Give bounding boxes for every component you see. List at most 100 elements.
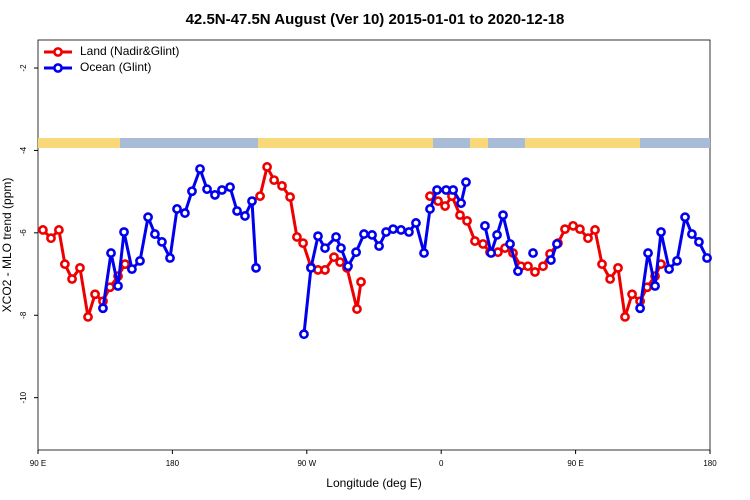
y-tick-label: -2 bbox=[19, 64, 28, 72]
data-point bbox=[552, 239, 562, 249]
data-point bbox=[120, 259, 130, 270]
data-point bbox=[240, 211, 250, 221]
data-point bbox=[165, 253, 175, 263]
data-point bbox=[67, 274, 77, 284]
y-axis-label: XCO2 - MLO trend (ppm) bbox=[0, 178, 14, 313]
data-point bbox=[480, 220, 490, 231]
data-point bbox=[313, 231, 323, 242]
data-point bbox=[605, 274, 615, 284]
legend-swatch-marker bbox=[53, 47, 63, 57]
data-point bbox=[351, 247, 361, 258]
data-point bbox=[352, 304, 362, 314]
data-point bbox=[75, 262, 85, 273]
x-tick-label: 180 bbox=[166, 459, 180, 468]
data-point bbox=[456, 198, 466, 209]
land-band bbox=[470, 138, 488, 148]
data-point bbox=[335, 257, 346, 268]
plot-frame bbox=[37, 39, 711, 451]
land-band bbox=[525, 138, 640, 148]
data-point bbox=[505, 239, 515, 249]
legend-label: Ocean (Glint) bbox=[80, 60, 151, 74]
series bbox=[98, 164, 712, 340]
y-tick-label: -8 bbox=[19, 311, 28, 319]
y-tick-label: -4 bbox=[19, 146, 28, 154]
data-point bbox=[269, 175, 279, 186]
surface-mask-band bbox=[38, 138, 710, 148]
x-tick-label: 90 W bbox=[297, 459, 316, 468]
data-point bbox=[694, 237, 704, 247]
data-point bbox=[404, 227, 414, 237]
data-point bbox=[470, 236, 480, 246]
x-tick-label: 90 E bbox=[567, 459, 583, 468]
data-point bbox=[90, 289, 100, 300]
data-point bbox=[292, 232, 302, 242]
data-point bbox=[54, 225, 64, 235]
data-point bbox=[419, 248, 429, 258]
x-tick-label: 90 E bbox=[30, 459, 46, 468]
data-point bbox=[306, 262, 316, 273]
data-point bbox=[285, 192, 295, 202]
data-point bbox=[396, 225, 406, 235]
data-point bbox=[277, 180, 287, 191]
chart-title: 42.5N-47.5N August (Ver 10) 2015-01-01 t… bbox=[186, 11, 565, 28]
data-point bbox=[513, 266, 523, 277]
land-band bbox=[258, 138, 433, 148]
data-point bbox=[530, 267, 540, 277]
series-line bbox=[638, 215, 709, 309]
data-point bbox=[202, 184, 212, 195]
data-point bbox=[461, 177, 471, 188]
data-point bbox=[119, 227, 129, 237]
data-point bbox=[523, 261, 533, 272]
legend: Land (Nadir&Glint) Ocean (Glint) bbox=[44, 44, 179, 74]
x-tick-label: 180 bbox=[703, 459, 717, 468]
data-point bbox=[172, 204, 182, 214]
data-point bbox=[46, 233, 56, 244]
data-point bbox=[320, 243, 330, 253]
data-point bbox=[478, 239, 488, 249]
data-point bbox=[411, 218, 421, 228]
data-point bbox=[180, 208, 190, 218]
legend-label: Land (Nadir&Glint) bbox=[80, 44, 179, 58]
data-point bbox=[106, 248, 116, 258]
data-point bbox=[98, 303, 108, 314]
data-point bbox=[217, 185, 227, 195]
ocean-band bbox=[640, 138, 710, 148]
data-point bbox=[486, 248, 496, 258]
legend-swatch-marker bbox=[53, 63, 63, 73]
data-point bbox=[613, 262, 623, 273]
data-point bbox=[560, 224, 570, 235]
data-point bbox=[672, 255, 682, 266]
data-point bbox=[702, 253, 712, 263]
data-point bbox=[343, 261, 353, 272]
data-point bbox=[299, 329, 309, 340]
data-point bbox=[359, 229, 369, 239]
land-band bbox=[38, 138, 120, 148]
data-point bbox=[650, 281, 660, 291]
data-point bbox=[388, 224, 399, 235]
data-point bbox=[492, 230, 502, 240]
data-point bbox=[528, 248, 538, 258]
data-point bbox=[432, 185, 442, 195]
data-point bbox=[187, 186, 197, 197]
series-line bbox=[258, 165, 363, 311]
data-point bbox=[687, 229, 697, 239]
data-point bbox=[255, 191, 265, 202]
data-point bbox=[83, 312, 93, 322]
data-point bbox=[210, 190, 220, 200]
data-point bbox=[320, 265, 330, 275]
data-point bbox=[455, 210, 465, 221]
data-point bbox=[433, 196, 443, 207]
data-point bbox=[59, 259, 70, 270]
data-point bbox=[575, 224, 585, 235]
data-point bbox=[262, 162, 272, 172]
data-point bbox=[538, 261, 548, 272]
data-point bbox=[680, 212, 690, 223]
data-point bbox=[425, 204, 435, 214]
data-point bbox=[664, 264, 674, 275]
data-point bbox=[546, 255, 556, 265]
data-point bbox=[656, 227, 666, 237]
data-point bbox=[195, 164, 205, 174]
data-point bbox=[232, 206, 242, 216]
data-point bbox=[462, 215, 472, 226]
data-point bbox=[127, 264, 137, 275]
